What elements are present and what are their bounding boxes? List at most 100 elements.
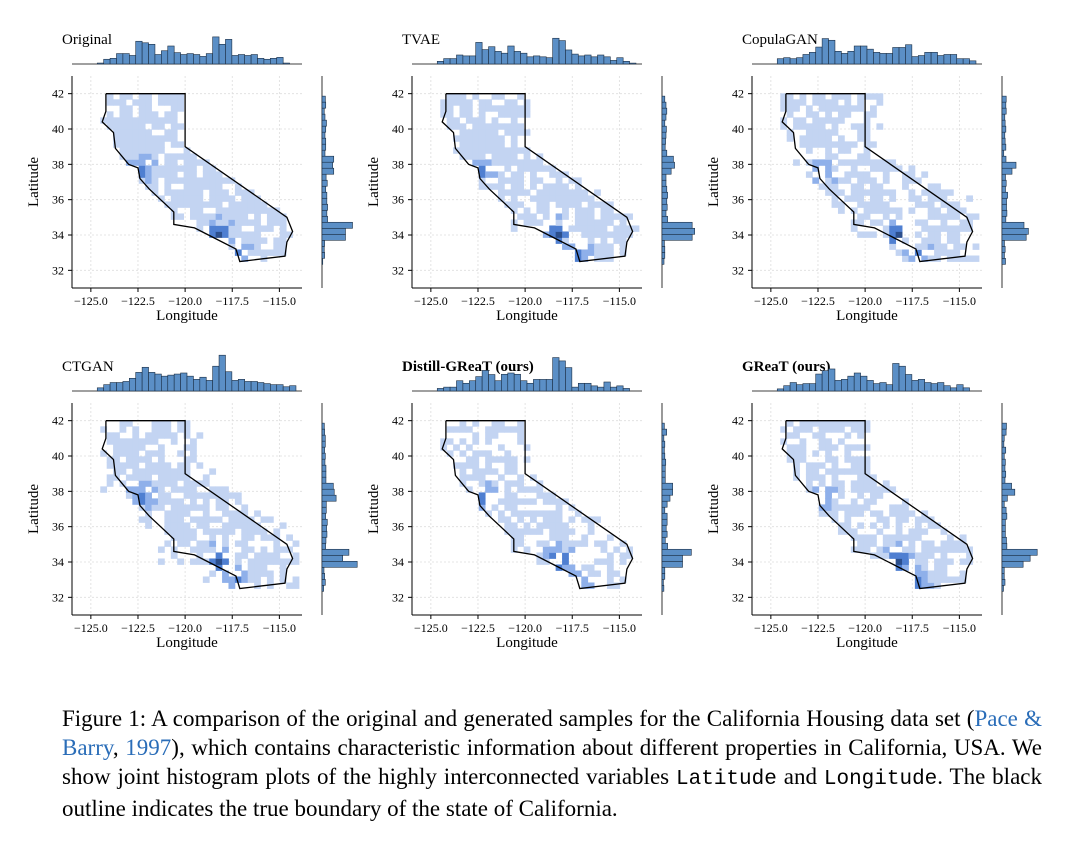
heatmap-cell [222, 207, 229, 214]
heatmap-cell [555, 219, 563, 226]
x-tick-label: −125.0 [414, 294, 448, 308]
heatmap-cell [805, 129, 813, 136]
heatmap-cell [100, 450, 108, 457]
heatmap-cell [568, 540, 576, 547]
citation-author-link[interactable]: Pace & Barry [62, 706, 1042, 760]
heatmap-cell [209, 528, 217, 535]
x-axis-label: Longitude [836, 308, 898, 324]
heatmap-cell [222, 570, 229, 577]
top-hist-bar [526, 382, 534, 392]
heatmap-cell [222, 522, 229, 529]
citation-year-link[interactable]: 1997 [125, 735, 172, 760]
heatmap-cell [581, 540, 589, 547]
top-hist-bar [873, 52, 881, 65]
top-hist-bar [122, 381, 130, 392]
right-hist-bar [661, 185, 668, 193]
top-hist-bar [783, 385, 791, 392]
heatmap-cell [177, 558, 185, 565]
heatmap-cell [202, 576, 210, 583]
heatmap-cell [273, 540, 281, 547]
heatmap-cell [927, 207, 935, 214]
heatmap-cell [517, 540, 525, 547]
heatmap-cell [876, 510, 884, 517]
top-hist-bar [853, 372, 861, 392]
heatmap-cell [266, 516, 274, 523]
heatmap-cell [170, 99, 178, 106]
x-tick-label: −115.0 [263, 621, 296, 635]
heatmap-cell [927, 225, 935, 232]
heatmap-cell [491, 420, 499, 427]
top-hist-bar [257, 58, 265, 65]
heatmap-cell [215, 225, 223, 232]
heatmap-cell [472, 450, 480, 457]
heatmap-cell [260, 207, 268, 214]
heatmap-cell [562, 564, 569, 571]
heatmap-cell [889, 504, 897, 511]
right-hist-bar [661, 458, 667, 466]
top-hist-bar [533, 55, 541, 65]
heatmap-cell [164, 480, 172, 487]
heatmap-cell [202, 165, 210, 172]
caption-text-1: A comparison of the original and generat… [146, 706, 975, 731]
right-hist-bar [661, 452, 666, 460]
heatmap-cell [190, 438, 197, 445]
heatmap-cell [857, 99, 865, 106]
heatmap-cell [536, 558, 544, 565]
heatmap-cell [459, 450, 467, 457]
heatmap-cell [940, 570, 948, 577]
heatmap-cell [132, 159, 140, 166]
top-hist-bar [276, 57, 284, 65]
top-hist-bar [449, 386, 457, 392]
top-hist-bar [237, 54, 245, 65]
heatmap-cell [228, 492, 236, 499]
heatmap-cell [472, 420, 480, 427]
heatmap-cell [228, 195, 236, 202]
right-hist-bar [1001, 536, 1007, 544]
heatmap-cell [504, 492, 512, 499]
heatmap-cell [177, 486, 185, 493]
heatmap-cell [510, 201, 518, 208]
heatmap-cell [542, 165, 550, 172]
heatmap-cell [164, 171, 172, 178]
y-tick-label: 40 [392, 122, 404, 136]
heatmap-cell [254, 207, 261, 214]
heatmap-cell [626, 213, 633, 220]
right-hist-bar [321, 494, 337, 502]
heatmap-cell [940, 540, 948, 547]
x-tick-label: −122.5 [121, 294, 155, 308]
heatmap-cell [177, 540, 185, 547]
heatmap-cell [190, 201, 197, 208]
heatmap-cell [157, 135, 165, 142]
heatmap-cell [113, 141, 120, 148]
heatmap-cell [946, 534, 954, 541]
heatmap-cell [151, 426, 159, 433]
heatmap-cell [202, 492, 210, 499]
heatmap-cell [549, 546, 557, 553]
top-hist-bar [154, 373, 162, 392]
heatmap-cell [491, 432, 499, 439]
heatmap-cell [600, 546, 608, 553]
top-hist-bar [577, 382, 585, 392]
heatmap-cell [517, 111, 525, 118]
heatmap-cell [196, 558, 204, 565]
heatmap-cell [145, 93, 152, 100]
heatmap-cell [183, 474, 191, 481]
x-axis-label: Longitude [496, 635, 558, 651]
heatmap-cell [587, 237, 595, 244]
heatmap-cell [927, 255, 935, 262]
heatmap-cell [927, 546, 935, 553]
heatmap-cell [908, 510, 916, 517]
right-hist-bar [321, 221, 353, 229]
heatmap-cell [164, 516, 172, 523]
heatmap-cell [145, 450, 152, 457]
right-hist-bar [1001, 209, 1008, 217]
heatmap-cell [196, 462, 204, 469]
x-tick-label: −122.5 [461, 294, 495, 308]
heatmap-cell [228, 516, 236, 523]
heatmap-cell [241, 195, 249, 202]
right-hist-bar [1001, 246, 1006, 253]
heatmap-cell [908, 195, 916, 202]
heatmap-cell [170, 504, 178, 511]
heatmap-cell [478, 123, 486, 130]
heatmap-cell [613, 231, 621, 238]
